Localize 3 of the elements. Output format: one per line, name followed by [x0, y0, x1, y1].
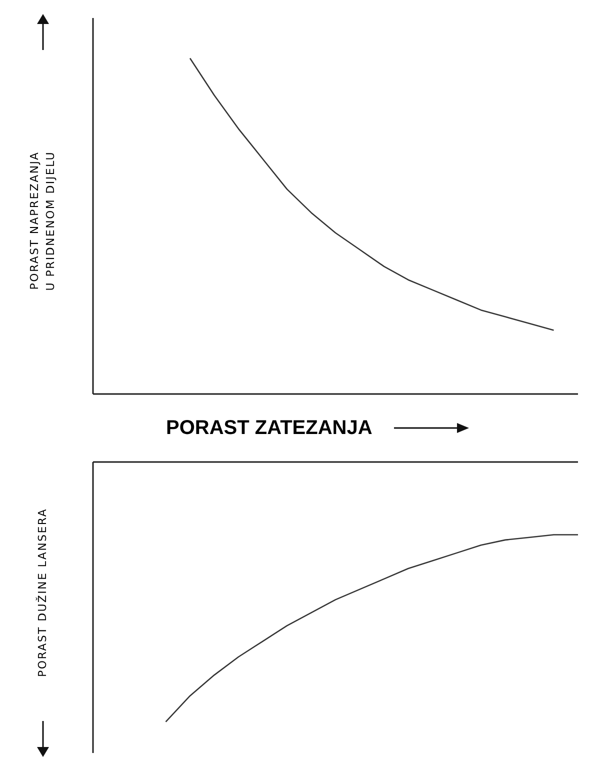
- x-axis-title: PORAST ZATEZANJA: [166, 416, 372, 440]
- y-axis-title: PORAST NAPREZANJA U PRIDNENOM DIJELU: [27, 151, 58, 291]
- y-axis-title: PORAST DUŽINE LANSERA: [35, 508, 50, 677]
